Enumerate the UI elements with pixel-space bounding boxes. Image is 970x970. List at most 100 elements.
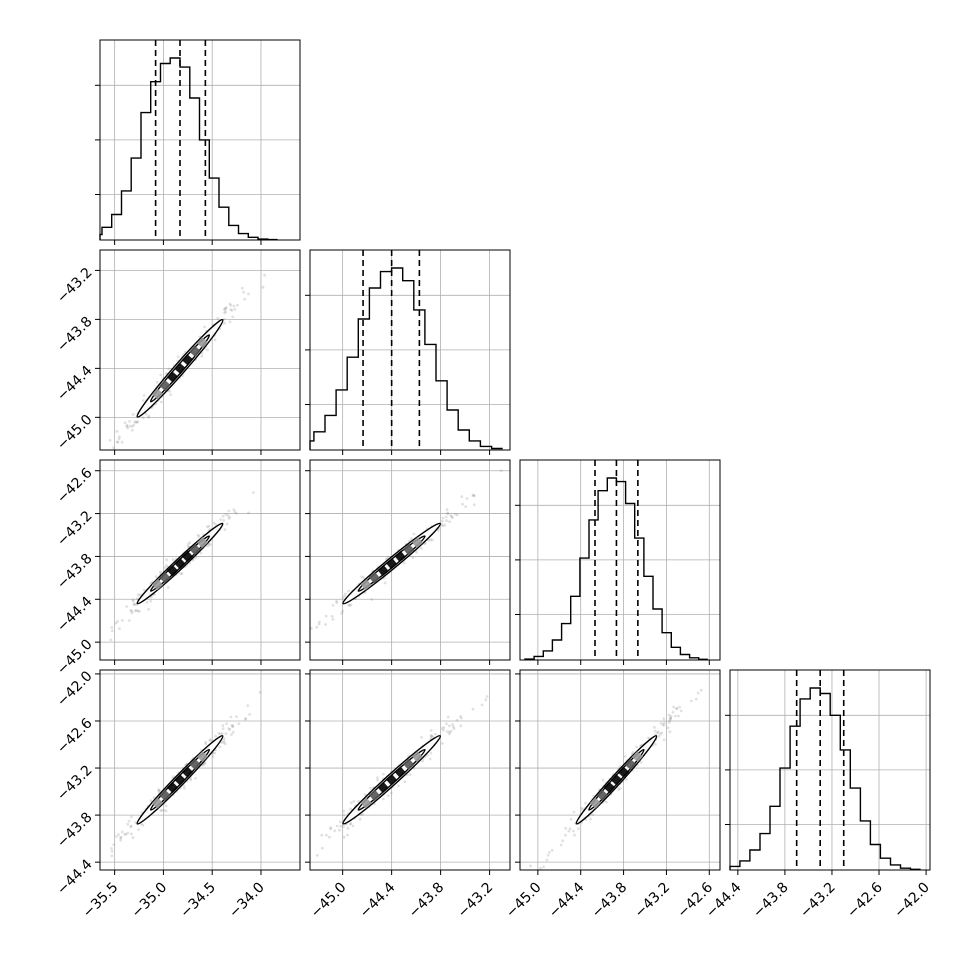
scatter-point — [224, 310, 228, 314]
scatter-point — [115, 440, 119, 444]
scatter-point — [679, 709, 683, 713]
scatter-point — [141, 399, 145, 402]
density-cell — [394, 766, 406, 778]
scatter-point — [133, 420, 137, 424]
y-tick-label: −42.0 — [54, 668, 96, 710]
scatter-point — [428, 757, 432, 761]
panel-frame — [99, 459, 301, 661]
scatter-point — [331, 618, 335, 621]
scatter-point — [131, 599, 135, 603]
scatter-point — [118, 435, 121, 439]
scatter-point — [673, 714, 677, 718]
scatter-point — [429, 751, 433, 755]
panel-frame — [309, 459, 511, 661]
y-tick-label: −44.4 — [54, 856, 96, 898]
scatter-point — [442, 726, 446, 729]
scatter-point — [441, 524, 444, 528]
scatter-point — [568, 827, 572, 831]
joint-panel-2-1 — [305, 459, 511, 665]
scatter-point — [219, 732, 222, 736]
scatter-point — [694, 697, 698, 701]
scatter-point — [329, 827, 332, 831]
scatter-point — [561, 839, 565, 843]
scatter-point — [320, 846, 324, 850]
scatter-point — [179, 572, 183, 575]
scatter-point — [545, 858, 549, 862]
scatter-point — [126, 831, 130, 835]
scatter-point — [324, 623, 327, 626]
x-tick-label: −35.5 — [80, 880, 122, 922]
density-cell — [631, 750, 644, 763]
scatter-point — [220, 732, 224, 735]
density-cell — [617, 766, 630, 778]
scatter-point — [349, 603, 353, 607]
scatter-point — [335, 824, 339, 828]
scatter-point — [309, 626, 313, 630]
scatter-point — [567, 829, 571, 833]
y-tick-label: −43.8 — [54, 809, 96, 851]
density-cell — [151, 388, 164, 400]
density-cell — [174, 557, 186, 570]
density-cell — [159, 379, 171, 392]
scatter-point — [669, 714, 673, 718]
scatter-point — [445, 730, 449, 733]
scatter-point — [635, 745, 638, 749]
scatter-point — [564, 826, 568, 830]
scatter-point — [617, 788, 620, 791]
scatter-point — [117, 437, 121, 441]
density-cell — [181, 550, 194, 563]
scatter-point — [344, 592, 347, 596]
density-cell — [189, 345, 201, 357]
scatter-point — [675, 707, 679, 711]
scatter-point — [163, 566, 167, 570]
scatter-point — [224, 513, 228, 516]
scatter-point — [448, 520, 451, 524]
panel-background — [100, 670, 300, 870]
scatter-point — [235, 715, 238, 718]
scatter-point — [229, 715, 233, 719]
scatter-point — [224, 732, 228, 735]
density-cell — [610, 774, 623, 786]
scatter-point — [347, 589, 350, 593]
scatter-point — [318, 620, 321, 624]
scatter-point — [460, 495, 464, 498]
scatter-point — [431, 538, 434, 542]
scatter-point — [362, 576, 365, 580]
scatter-point — [227, 509, 231, 513]
scatter-point — [342, 809, 346, 813]
scatter-point — [186, 545, 190, 548]
scatter-point — [461, 502, 464, 506]
scatter-point — [225, 722, 229, 726]
scatter-point — [157, 789, 161, 793]
scatter-point — [142, 588, 146, 592]
scatter-point — [232, 304, 236, 308]
density-cell — [394, 550, 406, 563]
scatter-point — [133, 609, 137, 613]
x-tick-label: −43.8 — [406, 880, 448, 922]
scatter-point — [403, 780, 406, 783]
scatter-point — [339, 824, 343, 828]
scatter-point — [427, 538, 431, 542]
panel-frame — [99, 39, 301, 241]
scatter-point — [473, 494, 476, 498]
scatter-point — [131, 836, 135, 840]
scatter-point — [349, 822, 353, 825]
scatter-point — [221, 724, 225, 727]
density-cell — [196, 337, 209, 349]
scatter-point — [348, 604, 352, 607]
scatter-point — [130, 832, 133, 836]
x-tick-label: −35.0 — [129, 880, 171, 922]
density-cell — [151, 579, 164, 591]
scatter-point — [441, 742, 444, 745]
scatter-point — [335, 601, 339, 605]
scatter-point — [157, 788, 161, 791]
panel-frame — [309, 249, 511, 451]
scatter-point — [662, 717, 666, 721]
scatter-point — [669, 716, 672, 720]
scatter-point — [653, 729, 657, 733]
joint-panel-1-0 — [95, 249, 301, 455]
y-tick-label: −43.8 — [54, 314, 96, 356]
scatter-point — [108, 438, 112, 442]
scatter-point — [208, 739, 212, 742]
scatter-point — [659, 732, 662, 736]
